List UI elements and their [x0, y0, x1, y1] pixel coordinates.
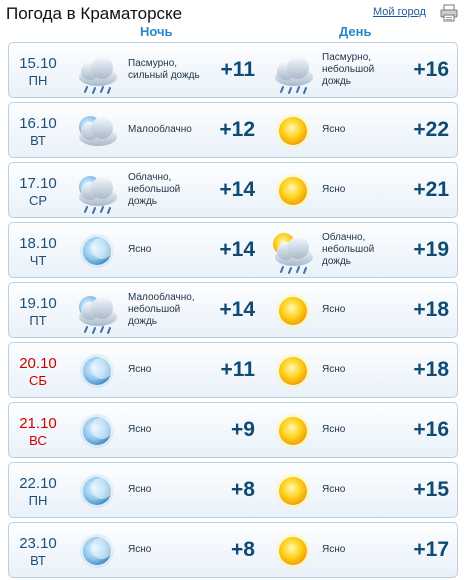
day-of-week: ВТ [30, 133, 46, 148]
night-description: Малооблачно [128, 124, 192, 135]
day-of-week: СБ [29, 373, 47, 388]
day-temperature: +21 [413, 178, 449, 201]
day-of-week: ПТ [29, 313, 47, 328]
night-description: Ясно [128, 544, 152, 555]
forecast-list: 15.10 ПН Пасмурно, сильный дождь +11 Пас… [8, 42, 458, 580]
day-column-header: День [339, 24, 372, 39]
day-weather-icon [269, 107, 317, 155]
forecast-row: 23.10 ВТ Ясно +8 Ясно +17 [8, 522, 458, 578]
night-temperature: +14 [219, 178, 255, 201]
day-description: Ясно [322, 184, 346, 195]
day-of-week: ПН [28, 493, 48, 508]
day-temperature: +19 [413, 238, 449, 261]
day-temperature: +15 [413, 478, 449, 501]
day-of-week: ЧТ [29, 253, 47, 268]
day-weather-icon [269, 167, 317, 215]
day-description: Ясно [322, 364, 346, 375]
date-cell: 17.10 СР [9, 163, 67, 217]
night-weather-icon [73, 407, 121, 455]
night-weather-icon [73, 107, 121, 155]
night-weather-icon [73, 467, 121, 515]
night-temperature: +8 [231, 478, 255, 501]
night-temperature: +14 [219, 298, 255, 321]
night-weather-icon [73, 527, 121, 575]
day-temperature: +16 [413, 418, 449, 441]
date: 21.10 [19, 415, 57, 432]
day-description: Облачно, небольшой дождь [322, 232, 375, 267]
date: 16.10 [19, 115, 57, 132]
printer-icon[interactable] [440, 4, 458, 22]
date: 20.10 [19, 355, 57, 372]
night-description: Ясно [128, 484, 152, 495]
my-city-link[interactable]: Мой город [373, 6, 426, 18]
date-cell: 23.10 ВТ [9, 523, 67, 577]
day-temperature: +17 [413, 538, 449, 561]
forecast-row: 22.10 ПН Ясно +8 Ясно +15 [8, 462, 458, 518]
night-description: Ясно [128, 244, 152, 255]
date-cell: 15.10 ПН [9, 43, 67, 97]
night-temperature: +11 [220, 58, 255, 81]
night-description: Ясно [128, 424, 152, 435]
forecast-row: 20.10 СБ Ясно +11 Ясно +18 [8, 342, 458, 398]
day-weather-icon [269, 347, 317, 395]
day-description: Пасмурно, небольшой дождь [322, 52, 375, 87]
day-description: Ясно [322, 544, 346, 555]
night-temperature: +9 [231, 418, 255, 441]
night-temperature: +11 [220, 358, 255, 381]
day-weather-icon [269, 407, 317, 455]
day-description: Ясно [322, 124, 346, 135]
night-weather-icon [73, 167, 121, 215]
forecast-row: 21.10 ВС Ясно +9 Ясно +16 [8, 402, 458, 458]
night-description: Облачно, небольшой дождь [128, 172, 181, 207]
day-of-week: СР [28, 193, 48, 208]
night-description: Малооблачно, небольшой дождь [128, 292, 195, 327]
night-weather-icon [73, 47, 121, 95]
day-temperature: +22 [413, 118, 449, 141]
date: 15.10 [19, 55, 57, 72]
night-description: Пасмурно, сильный дождь [128, 58, 200, 81]
date: 22.10 [19, 475, 57, 492]
day-weather-icon [269, 467, 317, 515]
night-temperature: +12 [219, 118, 255, 141]
header: Погода в Краматорске Мой город Ночь День [0, 0, 469, 44]
day-description: Ясно [322, 304, 346, 315]
forecast-row: 15.10 ПН Пасмурно, сильный дождь +11 Пас… [8, 42, 458, 98]
night-weather-icon [73, 227, 121, 275]
day-of-week: ВС [29, 433, 47, 448]
date-cell: 21.10 ВС [9, 403, 67, 457]
date-cell: 16.10 ВТ [9, 103, 67, 157]
forecast-row: 19.10 ПТ Малооблачно, небольшой дождь +1… [8, 282, 458, 338]
day-temperature: +18 [413, 298, 449, 321]
date: 23.10 [19, 535, 57, 552]
day-description: Ясно [322, 424, 346, 435]
page-title: Погода в Краматорске [6, 4, 183, 23]
date-cell: 20.10 СБ [9, 343, 67, 397]
night-column-header: Ночь [140, 24, 173, 39]
night-weather-icon [73, 287, 121, 335]
night-temperature: +14 [219, 238, 255, 261]
day-weather-icon [269, 47, 317, 95]
date: 19.10 [19, 295, 57, 312]
day-temperature: +16 [413, 58, 449, 81]
date: 17.10 [19, 175, 57, 192]
day-weather-icon [269, 527, 317, 575]
day-temperature: +18 [413, 358, 449, 381]
day-weather-icon [269, 227, 317, 275]
date-cell: 22.10 ПН [9, 463, 67, 517]
forecast-row: 16.10 ВТ Малооблачно +12 Ясно +22 [8, 102, 458, 158]
date-cell: 19.10 ПТ [9, 283, 67, 337]
day-of-week: ПН [28, 73, 48, 88]
day-description: Ясно [322, 484, 346, 495]
forecast-row: 17.10 СР Облачно, небольшой дождь +14 Яс… [8, 162, 458, 218]
forecast-row: 18.10 ЧТ Ясно +14 Облачно, небольшой дож… [8, 222, 458, 278]
date: 18.10 [19, 235, 57, 252]
date-cell: 18.10 ЧТ [9, 223, 67, 277]
day-of-week: ВТ [30, 553, 46, 568]
night-weather-icon [73, 347, 121, 395]
night-temperature: +8 [231, 538, 255, 561]
night-description: Ясно [128, 364, 152, 375]
day-weather-icon [269, 287, 317, 335]
